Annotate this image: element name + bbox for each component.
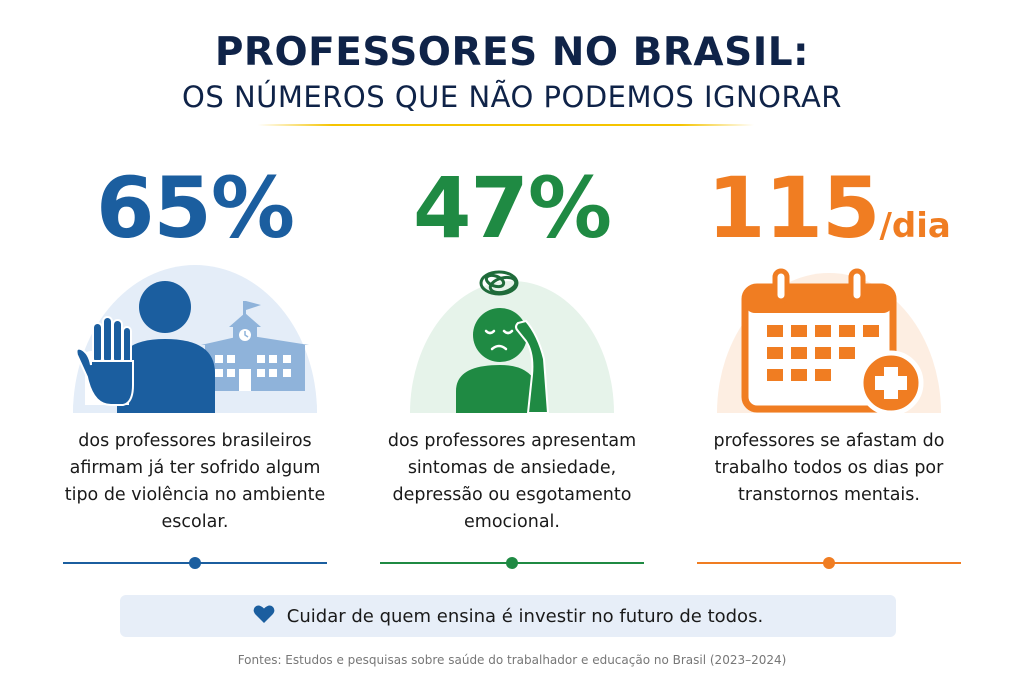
stat-number: 115 — [707, 159, 880, 257]
stat-card-mental-health: 47% dos professores apresentam s — [362, 150, 662, 580]
heart-icon — [253, 604, 275, 628]
stat-number: 65% — [95, 159, 295, 257]
stat-value: 115/dia — [679, 158, 979, 276]
stat-card-sick-leave: 115/dia p — [679, 150, 979, 580]
column-divider — [697, 556, 961, 570]
stat-description: dos professores apresentam sintomas de a… — [362, 428, 662, 536]
anxious-person-icon — [382, 265, 642, 545]
description-line: dos professores apresentam — [387, 431, 637, 451]
description-line: escolar. — [161, 512, 229, 532]
description-line: afirmam já ter sofrido algum — [69, 458, 321, 478]
banner-text: Cuidar de quem ensina é investir no futu… — [286, 605, 764, 627]
page-subtitle: OS NÚMEROS QUE NÃO PODEMOS IGNORAR — [182, 80, 842, 114]
stat-number: 47% — [412, 159, 612, 257]
stat-value: 65% — [45, 158, 345, 276]
stat-card-violence: 65% — [45, 150, 345, 580]
title-divider — [258, 124, 754, 126]
description-line: sintomas de ansiedade, — [407, 458, 617, 478]
description-line: depressão ou esgotamento — [392, 485, 632, 505]
description-line: dos professores brasileiros — [78, 431, 312, 451]
stat-value: 47% — [362, 158, 662, 276]
description-line: tipo de violência no ambiente — [64, 485, 326, 505]
column-divider — [380, 556, 644, 570]
stat-description: dos professores brasileiros afirmam já t… — [45, 428, 345, 536]
stat-unit: /dia — [879, 206, 951, 246]
description-line: trabalho todos os dias por — [714, 458, 944, 478]
description-line: emocional. — [464, 512, 560, 532]
stat-description: professores se afastam do trabalho todos… — [679, 428, 979, 509]
description-line: transtornos mentais. — [738, 485, 920, 505]
calendar-medical-icon — [699, 265, 959, 553]
page-title: PROFESSORES NO BRASIL: — [214, 30, 810, 75]
column-divider — [63, 556, 327, 570]
violence-stop-hand-school-icon — [65, 265, 325, 413]
source-note: Fontes: Estudos e pesquisas sobre saúde … — [237, 653, 787, 667]
message-banner: Cuidar de quem ensina é investir no futu… — [120, 595, 896, 637]
description-line: professores se afastam do — [713, 431, 945, 451]
